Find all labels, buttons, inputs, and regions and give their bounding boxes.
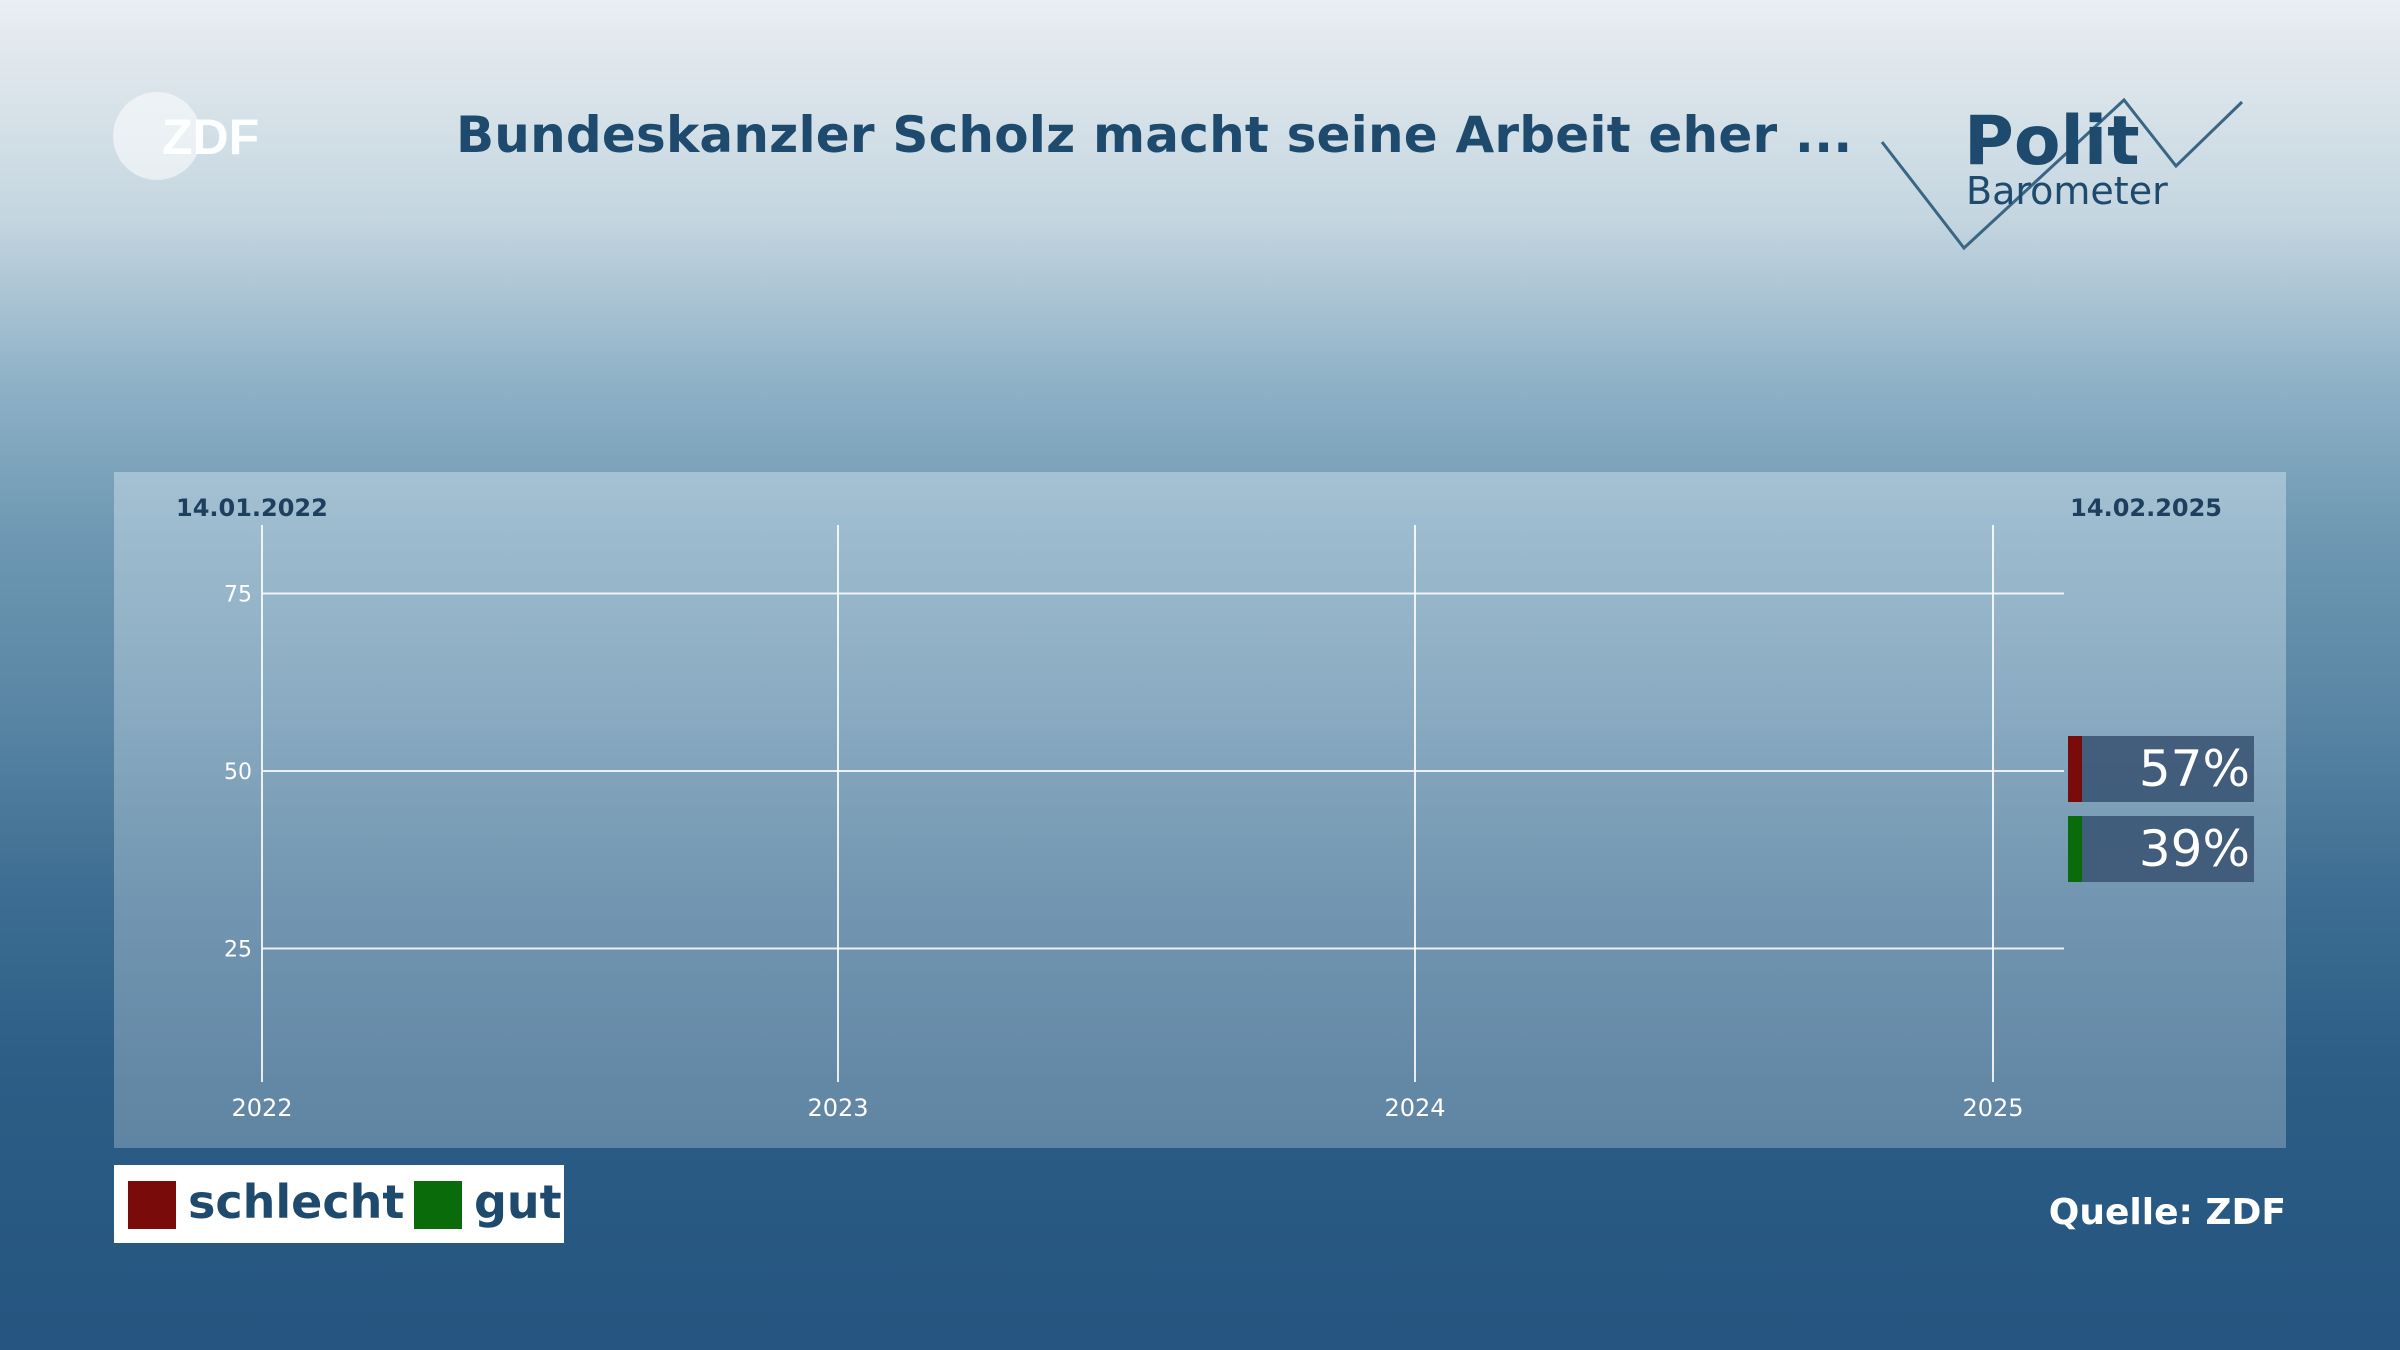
x-tick-label: 2025 [1962, 1094, 2023, 1122]
chart-title: Bundeskanzler Scholz macht seine Arbeit … [456, 106, 1853, 164]
value-box-marker-schlecht [2068, 736, 2082, 802]
y-tick-label: 75 [224, 583, 252, 608]
x-tick-label: 2024 [1384, 1094, 1445, 1122]
chart-panel [114, 472, 2286, 1148]
x-tick-label: 2022 [231, 1094, 292, 1122]
value-box-marker-gut [2068, 816, 2082, 882]
politbarometer-logo-polit: Polit [1964, 102, 2140, 181]
politbarometer-logo-barometer: Barometer [1966, 169, 2168, 213]
y-axis-ticks: 25 50 75 [224, 583, 252, 963]
zdf-logo: ZDF [113, 92, 259, 180]
value-box-gut [2068, 816, 2254, 882]
grid-layer [261, 525, 2064, 1082]
legend-label-gut: gut [474, 1175, 562, 1229]
value-box-schlecht [2068, 736, 2254, 802]
politbarometer-logo-zigzag [1880, 97, 2244, 251]
start-date-label: 14.01.2022 [176, 494, 328, 522]
legend: schlecht gut [114, 1165, 564, 1243]
legend-swatch-gut [414, 1181, 462, 1229]
y-tick-label: 25 [224, 938, 252, 963]
x-tick-label: 2023 [807, 1094, 868, 1122]
value-label-gut: 39% [2139, 820, 2250, 878]
value-label-schlecht: 57% [2139, 740, 2250, 798]
legend-swatch-schlecht [128, 1181, 176, 1229]
legend-label-schlecht: schlecht [188, 1175, 405, 1229]
end-date-label: 14.02.2025 [2070, 494, 2222, 522]
x-axis-ticks: 2022 2023 2024 2025 [231, 1094, 2023, 1122]
zdf-logo-text: ZDF [162, 109, 259, 165]
value-boxes: 57%39% [2068, 736, 2254, 882]
y-tick-label: 50 [224, 760, 252, 785]
source-label: Quelle: ZDF [2048, 1192, 2286, 1233]
